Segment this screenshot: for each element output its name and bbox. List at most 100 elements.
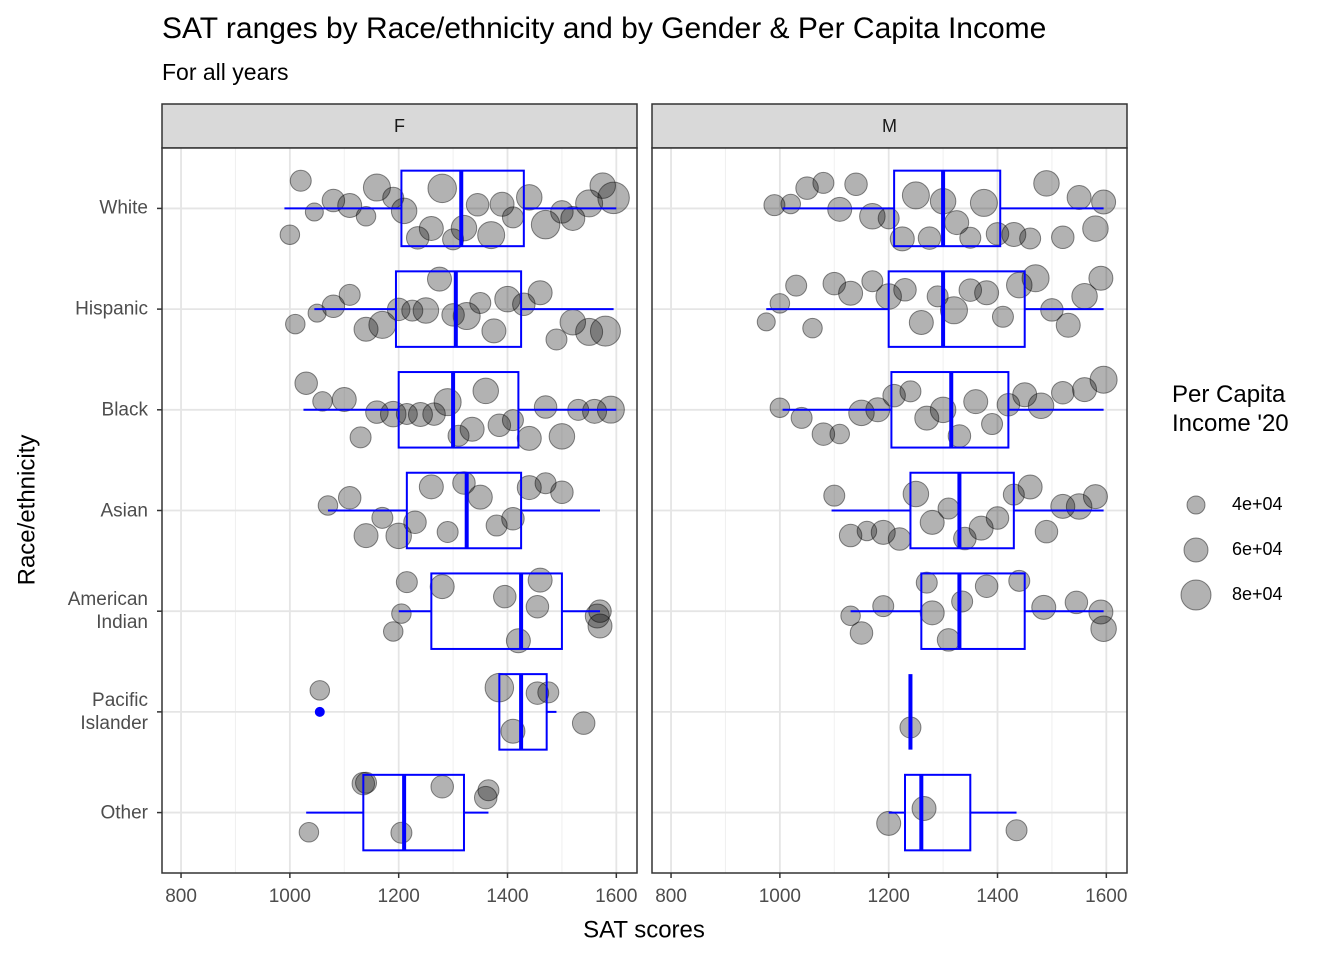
data-point (838, 280, 864, 306)
data-point (914, 405, 940, 431)
data-point (802, 317, 823, 339)
data-point (298, 822, 320, 843)
data-point (338, 283, 361, 306)
data-point (355, 771, 378, 794)
box (394, 270, 523, 348)
data-point (1012, 382, 1038, 408)
data-point (963, 389, 989, 415)
data-point (362, 173, 391, 202)
legend-symbol (1180, 579, 1212, 611)
data-point (968, 515, 994, 541)
data-point (337, 486, 362, 510)
data-point (876, 810, 902, 836)
data-point (769, 397, 791, 419)
data-point (331, 387, 357, 413)
data-point (429, 574, 455, 600)
data-point (355, 206, 377, 227)
data-point (589, 315, 621, 347)
box (920, 572, 1026, 650)
data-point (991, 305, 1014, 328)
x-tick-label: 1000 (269, 886, 311, 907)
data-point (353, 316, 379, 342)
data-point (441, 303, 465, 327)
facet-label: F (394, 116, 405, 136)
data-point (473, 785, 498, 810)
data-point (582, 398, 608, 424)
chart-subtitle: For all years (162, 59, 289, 85)
x-tick-label: 1400 (486, 886, 528, 907)
data-point (1082, 484, 1108, 510)
data-point (485, 514, 508, 537)
data-point (412, 297, 440, 324)
data-point (811, 422, 836, 446)
data-point (870, 519, 896, 545)
data-point (882, 383, 906, 408)
data-point (911, 796, 937, 822)
data-point (382, 621, 404, 642)
data-point (872, 595, 895, 618)
data-point (859, 203, 886, 230)
data-point (289, 169, 312, 192)
data-point (279, 224, 301, 245)
data-point (312, 391, 333, 412)
data-point (481, 318, 507, 344)
data-point (974, 280, 1000, 306)
data-point (427, 173, 457, 204)
data-point (584, 603, 610, 629)
data-point (321, 294, 346, 319)
data-point (285, 313, 306, 335)
data-point (516, 425, 542, 451)
data-point (465, 193, 490, 217)
data-point (309, 680, 331, 701)
data-point (951, 590, 974, 613)
data-point (550, 480, 574, 505)
data-point (534, 472, 557, 495)
data-point (1089, 365, 1118, 394)
data-point (390, 197, 418, 225)
data-point (487, 413, 512, 438)
data-point (1088, 265, 1114, 291)
data-point (533, 395, 558, 419)
data-point (893, 278, 917, 302)
data-point (500, 718, 526, 744)
data-point (919, 600, 945, 626)
data-point (390, 821, 413, 844)
data-point (1031, 594, 1057, 620)
data-point (489, 191, 515, 217)
data-point (937, 497, 960, 520)
data-point (856, 520, 878, 542)
data-point (337, 193, 363, 219)
data-point (1051, 225, 1075, 250)
data-point (469, 291, 492, 314)
data-point (472, 377, 499, 405)
data-point (849, 621, 874, 645)
data-point (985, 222, 1010, 246)
data-point (887, 527, 912, 551)
data-point (545, 328, 568, 351)
data-point (477, 221, 506, 250)
data-point (304, 202, 324, 222)
data-point (418, 474, 444, 500)
legend-label: 4e+04 (1232, 494, 1283, 514)
data-point (525, 681, 550, 705)
data-point (430, 774, 454, 799)
box (430, 572, 563, 650)
data-point (401, 299, 424, 322)
data-point (901, 181, 930, 210)
data-point (822, 271, 847, 296)
data-point (790, 406, 813, 429)
data-point (1034, 519, 1059, 544)
data-point (969, 188, 998, 217)
data-point (442, 228, 465, 251)
data-point (838, 523, 863, 548)
x-tick-label: 800 (655, 886, 687, 907)
data-point (537, 681, 560, 704)
y-tick-label: Hispanic (75, 298, 148, 320)
y-tick-label: American Indian (67, 589, 148, 634)
data-point (452, 302, 481, 331)
x-tick-label: 1400 (976, 886, 1018, 907)
facet-strip (651, 103, 1128, 149)
data-point (1019, 227, 1042, 250)
data-point (422, 402, 446, 426)
y-axis-title: Race/ethnicity (13, 435, 40, 586)
